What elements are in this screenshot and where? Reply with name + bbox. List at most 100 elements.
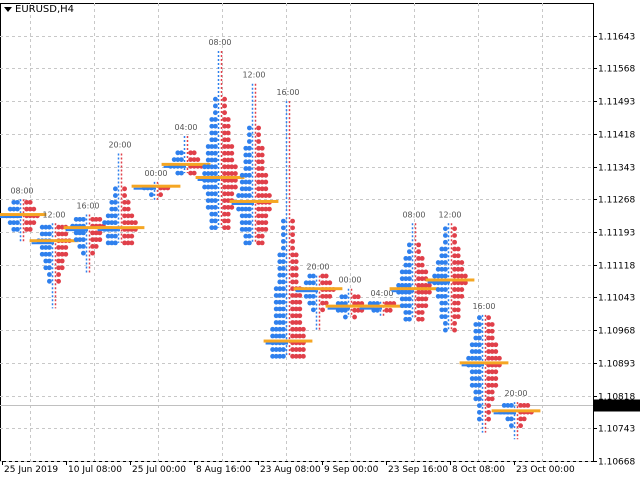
buy-dot bbox=[277, 293, 283, 298]
sell-dot bbox=[259, 186, 265, 192]
buy-dot bbox=[273, 326, 279, 332]
buy-dot bbox=[403, 316, 409, 322]
buy-dot bbox=[407, 310, 412, 315]
buy-dot bbox=[213, 218, 218, 224]
sell-dot bbox=[222, 150, 228, 156]
sell-dot bbox=[416, 310, 421, 315]
buy-dot bbox=[213, 130, 218, 136]
sell-dot bbox=[419, 316, 425, 322]
buy-dot bbox=[205, 157, 211, 163]
sell-dot bbox=[125, 233, 131, 239]
sell-dot bbox=[297, 326, 303, 332]
volume-profile: 12:00 bbox=[229, 71, 279, 246]
buy-dot bbox=[243, 206, 249, 212]
profile-hour-label: 04:00 bbox=[370, 289, 393, 298]
buy-dot bbox=[239, 172, 245, 178]
sell-dot bbox=[297, 333, 303, 339]
sell-dot bbox=[293, 252, 299, 258]
buy-dot bbox=[43, 258, 49, 264]
sell-dot bbox=[293, 279, 299, 285]
sell-dot bbox=[419, 303, 425, 309]
poc-buy-line bbox=[327, 307, 350, 310]
buy-dot bbox=[239, 226, 245, 232]
sell-dot bbox=[493, 342, 499, 348]
sell-dot bbox=[97, 216, 103, 222]
buy-dot bbox=[247, 125, 252, 131]
buy-dot bbox=[247, 152, 252, 158]
sell-dot bbox=[290, 299, 295, 305]
sell-dot bbox=[493, 382, 499, 388]
sell-dot bbox=[293, 272, 299, 278]
buy-dot bbox=[39, 224, 45, 230]
buy-dot bbox=[403, 310, 409, 315]
sell-dot bbox=[323, 280, 329, 286]
buy-dot bbox=[247, 233, 252, 239]
sell-dot bbox=[452, 307, 457, 313]
sell-dot bbox=[267, 193, 272, 198]
sell-dot bbox=[452, 320, 457, 326]
buy-dot bbox=[239, 206, 245, 212]
sell-dot bbox=[455, 253, 461, 259]
sell-dot bbox=[416, 276, 421, 282]
symbol-title[interactable]: EURUSD,H4 bbox=[4, 4, 74, 15]
sell-dot bbox=[290, 333, 295, 339]
buy-dot bbox=[439, 293, 445, 299]
buy-dot bbox=[47, 258, 52, 264]
buy-dot bbox=[105, 240, 111, 246]
sell-dot bbox=[225, 218, 231, 224]
sell-dot bbox=[489, 349, 495, 354]
dropdown-triangle-icon[interactable] bbox=[4, 7, 12, 12]
sell-dot bbox=[486, 322, 491, 327]
sell-dot bbox=[297, 313, 303, 319]
sell-dot bbox=[97, 230, 103, 236]
sell-dot bbox=[188, 170, 194, 176]
buy-dot bbox=[179, 150, 184, 156]
buy-dot bbox=[277, 353, 283, 359]
buy-dot bbox=[247, 179, 252, 185]
sell-dot bbox=[416, 262, 421, 268]
current-price-tag bbox=[594, 399, 640, 412]
buy-dot bbox=[270, 353, 275, 359]
time-label: 8 Aug 16:00 bbox=[196, 465, 251, 475]
sell-dot bbox=[233, 164, 238, 170]
sell-dot bbox=[191, 150, 197, 156]
buy-dot bbox=[443, 307, 448, 313]
sell-dot bbox=[229, 144, 235, 149]
sell-dot bbox=[486, 328, 491, 334]
buy-dot bbox=[477, 342, 482, 348]
buy-dot bbox=[113, 206, 118, 212]
sell-dot bbox=[290, 225, 295, 231]
sell-dot bbox=[452, 300, 457, 306]
buy-dot bbox=[469, 355, 475, 361]
buy-dot bbox=[205, 204, 211, 210]
sell-dot bbox=[63, 231, 69, 237]
sell-dot bbox=[56, 224, 61, 230]
price-label: 1.10668 bbox=[598, 458, 635, 468]
sell-dot bbox=[225, 225, 231, 231]
buy-dot bbox=[175, 157, 181, 162]
buy-dot bbox=[477, 315, 482, 321]
buy-dot bbox=[179, 157, 184, 162]
sell-dot bbox=[93, 230, 99, 236]
sell-dot bbox=[129, 213, 135, 219]
buy-dot bbox=[209, 130, 215, 136]
sell-dot bbox=[27, 199, 33, 205]
buy-dot bbox=[435, 293, 441, 299]
buy-dot bbox=[239, 193, 245, 198]
sell-dot bbox=[486, 342, 491, 348]
sell-dot bbox=[222, 123, 228, 129]
buy-dot bbox=[113, 199, 118, 205]
sell-dot bbox=[493, 376, 499, 381]
buy-dot bbox=[7, 206, 13, 212]
price-label: 1.11343 bbox=[598, 164, 635, 174]
buy-dot bbox=[243, 166, 249, 171]
buy-dot bbox=[205, 150, 211, 156]
sell-dot bbox=[259, 193, 265, 198]
sell-dot bbox=[384, 307, 389, 313]
poc-bar-right bbox=[382, 304, 407, 308]
sell-dot bbox=[452, 246, 457, 252]
sell-dot bbox=[459, 273, 465, 279]
sell-dot bbox=[222, 117, 228, 122]
sell-dot bbox=[497, 355, 502, 361]
